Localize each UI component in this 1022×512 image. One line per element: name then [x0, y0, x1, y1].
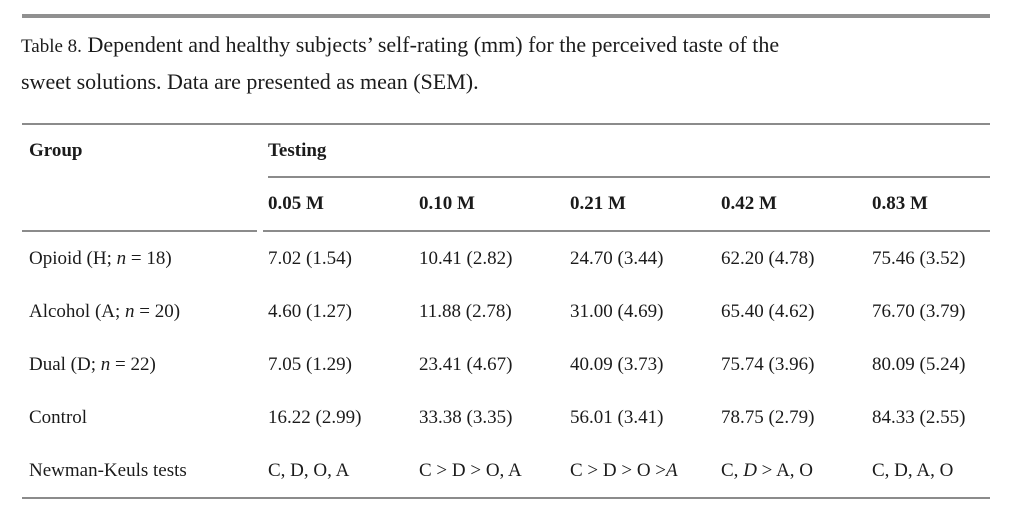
cell-nk-0-83m: C, D, A, O — [872, 460, 990, 482]
cell-opioid-0-83m: 75.46 (3.52) — [872, 247, 966, 269]
cell-nk-0-21m: C > D > O >A — [570, 460, 721, 482]
nk-italic: D — [743, 459, 757, 481]
cell-control-0-42m: 78.75 (2.79) — [721, 406, 815, 428]
row-label-text: Control — [29, 406, 88, 428]
row-label-dual: Dual (D; n = 22) — [22, 354, 268, 376]
row-label-text: Dual (D; — [29, 353, 101, 375]
cell-dual-0-05m: 7.05 (1.29) — [268, 353, 352, 375]
cell-opioid-0-10m: 10.41 (2.82) — [419, 247, 513, 269]
cell-opioid-0-21m: 24.70 (3.44) — [570, 247, 664, 269]
cell-dual-0-21m: 40.09 (3.73) — [570, 353, 664, 375]
cell-alcohol-0-10m: 11.88 (2.78) — [419, 300, 512, 322]
testing-span-rule — [268, 176, 990, 178]
nk-text: C, D, A, O — [872, 459, 954, 481]
cell-nk-0-42m: C, D > A, O — [721, 460, 872, 482]
table-caption: Table 8. Dependent and healthy subjects’… — [21, 27, 1001, 99]
column-header-group: Group — [29, 139, 83, 161]
table-row-dual: Dual (D; n = 22) 7.05 (1.29) 23.41 (4.67… — [22, 338, 990, 391]
header-bottom-rule-right — [263, 230, 990, 232]
row-label-italic-n: n — [100, 353, 111, 375]
column-header-0-83m: 0.83 M — [872, 193, 928, 214]
table-top-rule — [22, 123, 990, 125]
cell-control-0-05m: 16.22 (2.99) — [268, 406, 362, 428]
table-bottom-rule — [22, 497, 990, 499]
nk-text: C > D > O > — [570, 459, 667, 481]
table-row-alcohol: Alcohol (A; n = 20) 4.60 (1.27) 11.88 (2… — [22, 285, 990, 338]
nk-text: > A, O — [756, 459, 814, 481]
row-label-text: = 18) — [126, 247, 172, 269]
top-divider — [22, 14, 990, 18]
nk-text: C, — [721, 459, 744, 481]
column-header-0-21m: 0.21 M — [570, 193, 626, 214]
row-label-text: Alcohol (A; — [29, 300, 126, 322]
column-header-0-10m: 0.10 M — [419, 193, 475, 214]
row-label-text: = 20) — [134, 300, 181, 322]
cell-nk-0-05m: C, D, O, A — [268, 460, 419, 482]
column-header-0-42m: 0.42 M — [721, 193, 777, 214]
nk-text: C, D, O, A — [268, 459, 350, 481]
concentration-header-row: 0.05 M 0.10 M 0.21 M 0.42 M 0.83 M — [22, 178, 990, 230]
cell-dual-0-10m: 23.41 (4.67) — [419, 353, 513, 375]
nk-text: C > D > O, A — [419, 459, 522, 481]
cell-control-0-21m: 56.01 (3.41) — [570, 406, 664, 428]
table-row-newman-keuls: Newman-Keuls tests C, D, O, A C > D > O,… — [22, 444, 990, 497]
cell-dual-0-83m: 80.09 (5.24) — [872, 353, 966, 375]
table-header-row: Group Testing — [22, 125, 990, 176]
nk-italic: A — [666, 459, 678, 481]
row-label-control: Control — [22, 407, 268, 429]
row-label-text: = 22) — [110, 353, 156, 375]
cell-dual-0-42m: 75.74 (3.96) — [721, 353, 815, 375]
caption-label: Table 8. — [21, 36, 82, 57]
cell-alcohol-0-42m: 65.40 (4.62) — [721, 300, 815, 322]
row-label-text: Opioid (H; — [29, 247, 117, 269]
cell-control-0-83m: 84.33 (2.55) — [872, 406, 966, 428]
cell-alcohol-0-21m: 31.00 (4.69) — [570, 300, 664, 322]
cell-opioid-0-05m: 7.02 (1.54) — [268, 247, 352, 269]
results-table: Group Testing 0.05 M 0.10 M 0.21 M 0.42 … — [22, 123, 990, 499]
table-row-control: Control 16.22 (2.99) 33.38 (3.35) 56.01 … — [22, 391, 990, 444]
column-header-testing: Testing — [268, 139, 327, 161]
header-bottom-rule-left — [22, 230, 257, 232]
caption-line-1: Dependent and healthy subjects’ self-rat… — [87, 32, 780, 57]
row-label-italic-n: n — [116, 247, 127, 269]
cell-alcohol-0-05m: 4.60 (1.27) — [268, 300, 352, 322]
row-label-newman-keuls: Newman-Keuls tests — [29, 459, 187, 481]
table-row-opioid: Opioid (H; n = 18) 7.02 (1.54) 10.41 (2.… — [22, 232, 990, 285]
row-label-alcohol: Alcohol (A; n = 20) — [22, 301, 268, 323]
cell-nk-0-10m: C > D > O, A — [419, 460, 570, 482]
row-label-italic-n: n — [125, 300, 135, 322]
cell-opioid-0-42m: 62.20 (4.78) — [721, 247, 815, 269]
header-bottom-rule — [22, 230, 990, 232]
cell-alcohol-0-83m: 76.70 (3.79) — [872, 300, 966, 322]
column-header-0-05m: 0.05 M — [268, 193, 324, 214]
caption-line-2: sweet solutions. Data are presented as m… — [21, 69, 479, 94]
cell-control-0-10m: 33.38 (3.35) — [419, 406, 513, 428]
row-label-opioid: Opioid (H; n = 18) — [22, 248, 268, 270]
